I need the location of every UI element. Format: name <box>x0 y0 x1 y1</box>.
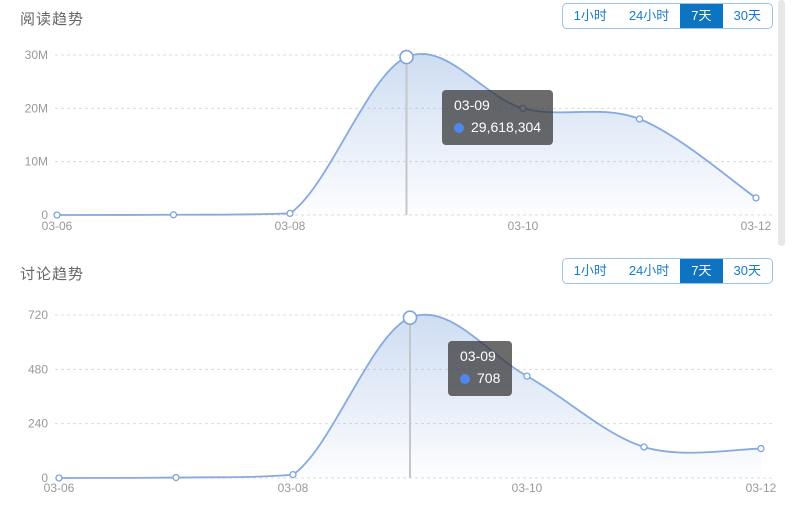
data-point-marker <box>757 444 765 453</box>
y-axis-tick-label: 30M <box>25 48 48 62</box>
scrollbar-thumb[interactable] <box>778 0 785 246</box>
data-point-marker <box>635 115 644 123</box>
range-button-30d[interactable]: 30天 <box>723 259 772 283</box>
data-point-marker <box>523 372 531 380</box>
x-axis-tick-label: 03-08 <box>278 481 309 495</box>
data-point-marker <box>286 209 294 218</box>
range-button-24h[interactable]: 24小时 <box>618 4 680 28</box>
reading-trend-chart[interactable]: 0 10M 20M 30M 03-06 03-08 03-10 03-12 <box>0 0 799 250</box>
x-axis-tick-label: 03-10 <box>508 219 539 233</box>
y-axis-tick-label: 0 <box>41 471 48 485</box>
highlighted-data-point-marker <box>399 49 414 65</box>
range-button-30d[interactable]: 30天 <box>723 4 772 28</box>
range-button-1h[interactable]: 1小时 <box>563 259 618 283</box>
data-point-marker <box>289 470 297 479</box>
time-range-selector-reading: 1小时 24小时 7天 30天 <box>561 3 773 29</box>
data-point-marker <box>752 194 760 202</box>
x-axis-tick-label: 03-10 <box>512 481 543 495</box>
y-axis-tick-label: 20M <box>25 101 48 115</box>
data-point-marker <box>53 211 61 219</box>
range-button-7d[interactable]: 7天 <box>680 259 723 283</box>
x-axis-tick-label: 03-12 <box>741 219 772 233</box>
x-axis-tick-label: 03-08 <box>275 219 306 233</box>
range-button-7d[interactable]: 7天 <box>680 4 723 28</box>
x-axis-tick-label: 03-12 <box>746 481 777 495</box>
data-point-marker <box>169 211 178 219</box>
range-button-24h[interactable]: 24小时 <box>618 259 680 283</box>
x-axis-tick-label: 03-06 <box>42 219 73 233</box>
reading-trend-panel: 0 10M 20M 30M 03-06 03-08 03-10 03-12 阅读趋势 1小时 … <box>0 0 799 250</box>
x-axis-tick-label: 03-06 <box>44 481 75 495</box>
data-point-marker <box>519 104 527 112</box>
y-axis-tick-label: 0 <box>41 208 48 222</box>
data-point-marker <box>172 473 180 482</box>
range-button-1h[interactable]: 1小时 <box>563 4 618 28</box>
discussion-trend-panel: 0 240 480 720 03-06 03-08 03-10 03-12 讨论趋势 1小时 … <box>0 255 799 513</box>
highlighted-data-point-marker <box>402 310 418 326</box>
discussion-trend-chart[interactable]: 0 240 480 720 03-06 03-08 03-10 03-12 <box>0 255 799 513</box>
data-point-marker <box>640 443 648 451</box>
y-axis-tick-label: 10M <box>25 155 48 169</box>
time-range-selector-discussion: 1小时 24小时 7天 30天 <box>561 258 773 284</box>
y-axis-tick-label: 240 <box>28 417 48 431</box>
panel-title-discussion: 讨论趋势 <box>20 266 85 283</box>
data-point-marker <box>55 474 63 482</box>
panel-title-reading: 阅读趋势 <box>20 11 85 28</box>
y-axis-tick-label: 720 <box>28 308 48 322</box>
y-axis-tick-label: 480 <box>28 362 48 376</box>
